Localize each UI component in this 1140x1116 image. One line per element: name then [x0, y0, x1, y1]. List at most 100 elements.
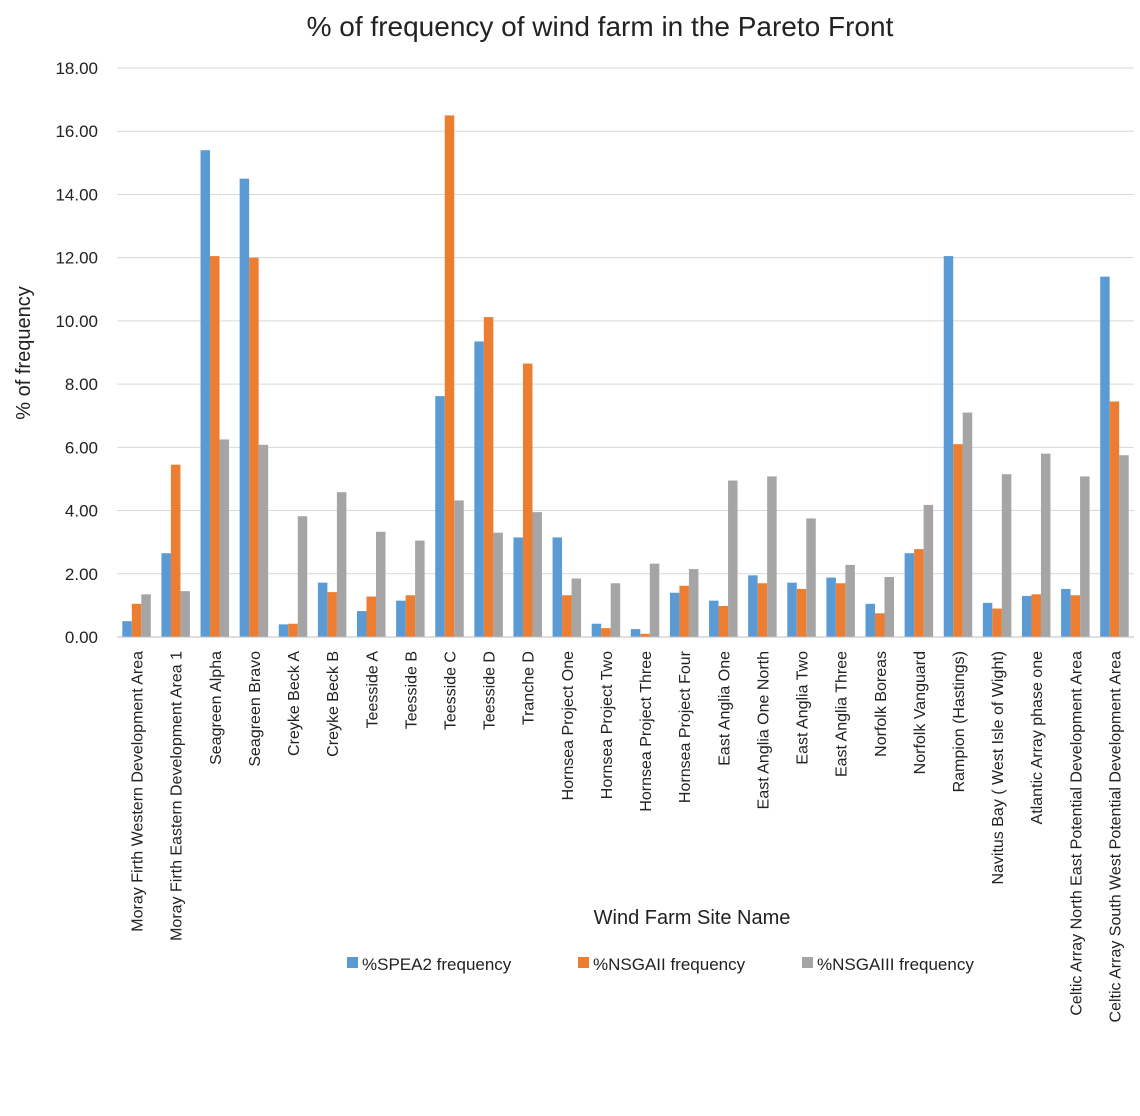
legend-swatch — [347, 957, 358, 968]
x-tick-label: East Anglia One North — [755, 651, 772, 809]
bar — [435, 396, 445, 637]
bar — [728, 480, 738, 637]
bar — [180, 591, 190, 637]
bar — [767, 476, 777, 637]
bar — [288, 623, 298, 637]
y-axis-title: % of frequency — [13, 286, 35, 419]
y-tick-label: 12.00 — [55, 249, 98, 268]
bar — [278, 624, 289, 637]
y-tick-label: 16.00 — [55, 122, 98, 141]
bar — [444, 115, 455, 637]
bar — [405, 595, 416, 637]
bar — [875, 613, 885, 637]
y-tick-label: 2.00 — [65, 565, 98, 584]
bar — [1119, 455, 1129, 637]
bar — [522, 363, 533, 637]
bar — [474, 341, 484, 637]
x-tick-label: Creyke Beck B — [325, 651, 342, 757]
bar — [200, 150, 211, 637]
bar — [396, 600, 406, 637]
legend: %SPEA2 frequency %NSGAII frequency %NSGAII… — [347, 955, 974, 974]
bar — [1070, 595, 1081, 637]
bar — [327, 592, 337, 637]
bar — [1100, 276, 1110, 637]
bar — [552, 537, 563, 637]
x-tick-label: Norfolk Vanguard — [912, 651, 929, 774]
x-tick-label: East Anglia Two — [795, 651, 812, 765]
x-tick-label: Teesside D — [482, 651, 499, 730]
bar — [992, 608, 1002, 637]
bar — [943, 256, 954, 637]
x-tick-label: Hornsea Project Three — [638, 651, 655, 812]
bar — [376, 531, 386, 637]
bar — [357, 611, 367, 637]
bar — [630, 629, 641, 637]
bar — [953, 444, 963, 637]
y-tick-label: 6.00 — [65, 438, 98, 457]
bar — [366, 596, 376, 637]
y-tick-label: 18.00 — [55, 59, 98, 78]
bar — [141, 594, 151, 637]
x-tick-label: Hornsea Project Two — [599, 651, 616, 799]
y-tick-label: 14.00 — [55, 185, 98, 204]
x-axis-title: Wind Farm Site Name — [594, 907, 791, 929]
bar — [297, 516, 308, 637]
bar — [493, 532, 503, 637]
bar — [709, 600, 719, 637]
x-tick-label: East Anglia One — [716, 651, 733, 766]
y-tick-label: 10.00 — [55, 312, 98, 331]
bar — [239, 178, 250, 637]
bar — [1061, 588, 1071, 637]
bar — [532, 512, 542, 637]
bar — [249, 257, 259, 637]
bar — [1080, 476, 1090, 637]
legend-swatch — [802, 957, 813, 968]
bar — [865, 603, 875, 637]
bar — [1040, 453, 1051, 637]
y-tick-label: 4.00 — [65, 502, 98, 521]
bar — [562, 595, 572, 637]
x-axis-ticks: Moray Firth Western Development Area Mora… — [130, 650, 1125, 1022]
bar — [806, 518, 816, 637]
bar — [718, 606, 729, 637]
x-tick-label: Norfolk Boreas — [873, 651, 890, 757]
bar — [610, 583, 621, 637]
bar — [219, 439, 230, 637]
bar — [483, 317, 494, 637]
x-tick-label: Moray Firth Western Development Area — [130, 651, 147, 932]
bar — [258, 444, 269, 637]
legend-label: %SPEA2 frequency — [362, 955, 512, 974]
x-tick-label: Teesside C — [442, 651, 459, 730]
x-tick-label: East Anglia Three — [834, 651, 851, 777]
x-tick-label: Seagreen Alpha — [208, 651, 225, 765]
bar — [845, 564, 855, 637]
x-tick-label: Creyke Beck A — [286, 651, 303, 756]
bar — [679, 585, 689, 637]
bar — [962, 412, 973, 637]
x-tick-label: Navitus Bay ( West Isle of Wight) — [990, 651, 1007, 885]
bar — [904, 553, 915, 637]
bar — [317, 582, 328, 637]
bar — [170, 464, 181, 637]
x-tick-label: Seagreen Bravo — [247, 651, 264, 767]
bar — [454, 500, 464, 637]
bar — [336, 492, 347, 637]
x-tick-label: Celtic Array North East Potential Develo… — [1068, 651, 1085, 1016]
legend-label: %NSGAIII frequency — [817, 955, 974, 974]
bar — [787, 582, 797, 637]
legend-swatch — [578, 957, 589, 968]
bar — [513, 537, 523, 637]
bar — [601, 628, 611, 637]
bar — [571, 578, 582, 637]
gridlines — [117, 67, 1134, 575]
chart-title: % of frequency of wind farm in the Paret… — [307, 11, 894, 42]
x-tick-label: Moray Firth Eastern Development Area 1 — [169, 651, 186, 941]
bar — [826, 577, 836, 637]
bar — [591, 623, 602, 637]
bar — [1031, 594, 1041, 637]
bar — [748, 575, 758, 637]
bar — [757, 583, 768, 637]
bar — [923, 504, 934, 637]
bar — [415, 540, 425, 637]
